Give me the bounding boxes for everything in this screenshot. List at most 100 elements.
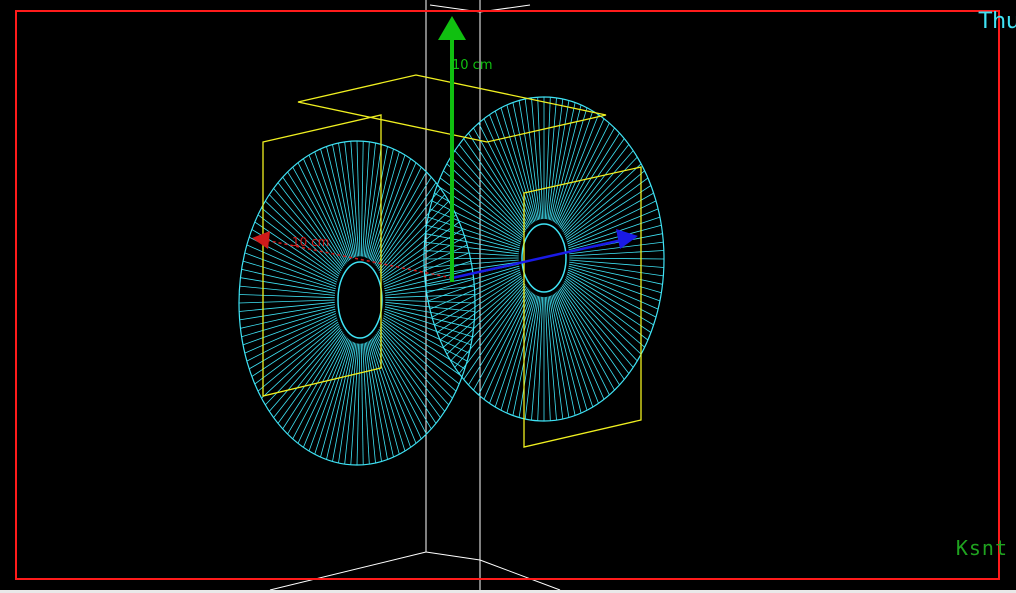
mesh-spoke — [382, 319, 463, 377]
mesh-spoke — [473, 289, 530, 391]
mesh-spoke — [556, 291, 605, 400]
mesh-spoke — [518, 296, 540, 418]
mesh-spoke — [320, 148, 353, 259]
mesh-spoke — [257, 323, 340, 392]
mesh-spoke — [244, 252, 337, 287]
mesh-spoke — [373, 166, 422, 264]
mesh-spoke — [379, 200, 449, 273]
mesh-spoke — [478, 290, 531, 396]
mesh-spoke — [512, 295, 538, 416]
mesh-spoke — [555, 292, 599, 404]
mesh-spoke — [550, 295, 576, 416]
mesh-spoke — [500, 294, 536, 411]
mesh-spoke — [377, 188, 441, 270]
mesh-spoke — [561, 285, 630, 374]
mesh-spoke — [552, 294, 588, 411]
axis-y-arrow-icon — [438, 16, 466, 40]
mesh-spoke — [242, 260, 336, 290]
mesh-spoke — [468, 132, 529, 228]
mesh-spoke — [524, 98, 541, 220]
mesh-spoke — [494, 110, 535, 223]
mesh-spoke — [366, 146, 388, 258]
mesh-spoke — [557, 290, 610, 396]
mesh-spoke — [375, 176, 432, 267]
mesh-spoke — [320, 341, 353, 458]
mesh-spoke — [565, 177, 649, 239]
detector-disc-left — [238, 140, 476, 466]
mesh-spoke — [265, 200, 341, 273]
mesh-spoke — [308, 154, 351, 261]
mesh-spoke — [446, 163, 524, 236]
mesh-spoke — [566, 185, 652, 241]
mesh-spoke — [524, 296, 541, 420]
mesh-spoke — [439, 277, 523, 341]
mesh-spoke — [314, 340, 352, 455]
viewport-frame — [15, 10, 1000, 580]
mesh-spoke — [244, 313, 337, 354]
mesh-spoke — [431, 271, 521, 318]
disc-center-hole — [337, 261, 383, 339]
mesh-spoke — [458, 285, 527, 374]
mesh-spoke — [558, 289, 615, 391]
mesh-spoke — [369, 154, 406, 261]
mesh-spoke — [569, 259, 664, 268]
mesh-spoke — [287, 171, 346, 265]
mesh-spoke — [537, 97, 544, 220]
mesh-spoke — [424, 261, 519, 277]
mesh-spoke — [566, 273, 654, 326]
mesh-spoke — [376, 182, 437, 268]
mesh-spoke — [563, 156, 638, 234]
mesh-spoke — [241, 268, 336, 292]
mesh-spoke — [473, 127, 530, 227]
mesh-spoke — [518, 100, 540, 220]
mesh-spoke — [363, 142, 376, 257]
mesh-spoke — [450, 156, 525, 234]
mesh-spoke — [326, 146, 354, 258]
mesh-spoke — [314, 151, 352, 260]
mesh-spoke — [326, 342, 354, 460]
mesh-spoke — [384, 308, 473, 338]
mesh-spoke — [424, 250, 519, 257]
mesh-spoke — [553, 293, 594, 408]
mesh-spoke — [379, 327, 449, 406]
mesh-spoke — [531, 97, 542, 220]
mesh-spoke — [569, 257, 665, 260]
mesh-spoke — [562, 283, 634, 368]
mesh-spoke — [380, 214, 457, 277]
mesh-spoke — [332, 342, 356, 462]
mesh-spoke — [277, 332, 344, 424]
mesh-spoke — [562, 150, 634, 233]
mesh-spoke — [384, 310, 472, 346]
mesh-spoke — [273, 188, 343, 270]
axis-x — [252, 231, 453, 279]
mesh-spoke — [552, 107, 588, 222]
mesh-spoke — [494, 293, 535, 408]
mesh-spoke — [446, 280, 524, 355]
mesh-spoke — [557, 122, 610, 226]
mesh-spoke — [246, 244, 337, 285]
mesh-spoke — [257, 214, 340, 277]
mesh-spoke — [239, 304, 335, 321]
mesh-spoke — [500, 107, 536, 222]
mesh-spoke — [548, 100, 570, 220]
mesh-spoke — [240, 306, 336, 329]
mesh-spoke — [506, 295, 537, 414]
mesh-spoke — [450, 282, 525, 362]
mesh-spoke — [338, 343, 357, 464]
mesh-spoke — [362, 141, 370, 257]
mesh-spoke — [429, 269, 521, 310]
mesh-spoke — [556, 118, 605, 225]
axis-x-label: 10 cm — [292, 235, 329, 249]
mesh-spoke — [273, 330, 343, 418]
mesh-spoke — [367, 341, 394, 458]
mesh-spoke — [373, 336, 422, 440]
mesh-spoke — [380, 325, 453, 399]
mesh-spoke — [261, 325, 340, 399]
mesh-spoke — [566, 192, 654, 243]
mesh-spoke — [563, 282, 638, 362]
mesh-spoke — [308, 339, 351, 452]
mesh-spoke — [368, 340, 400, 455]
mesh-spoke — [292, 166, 347, 264]
mesh-spoke — [559, 288, 620, 386]
